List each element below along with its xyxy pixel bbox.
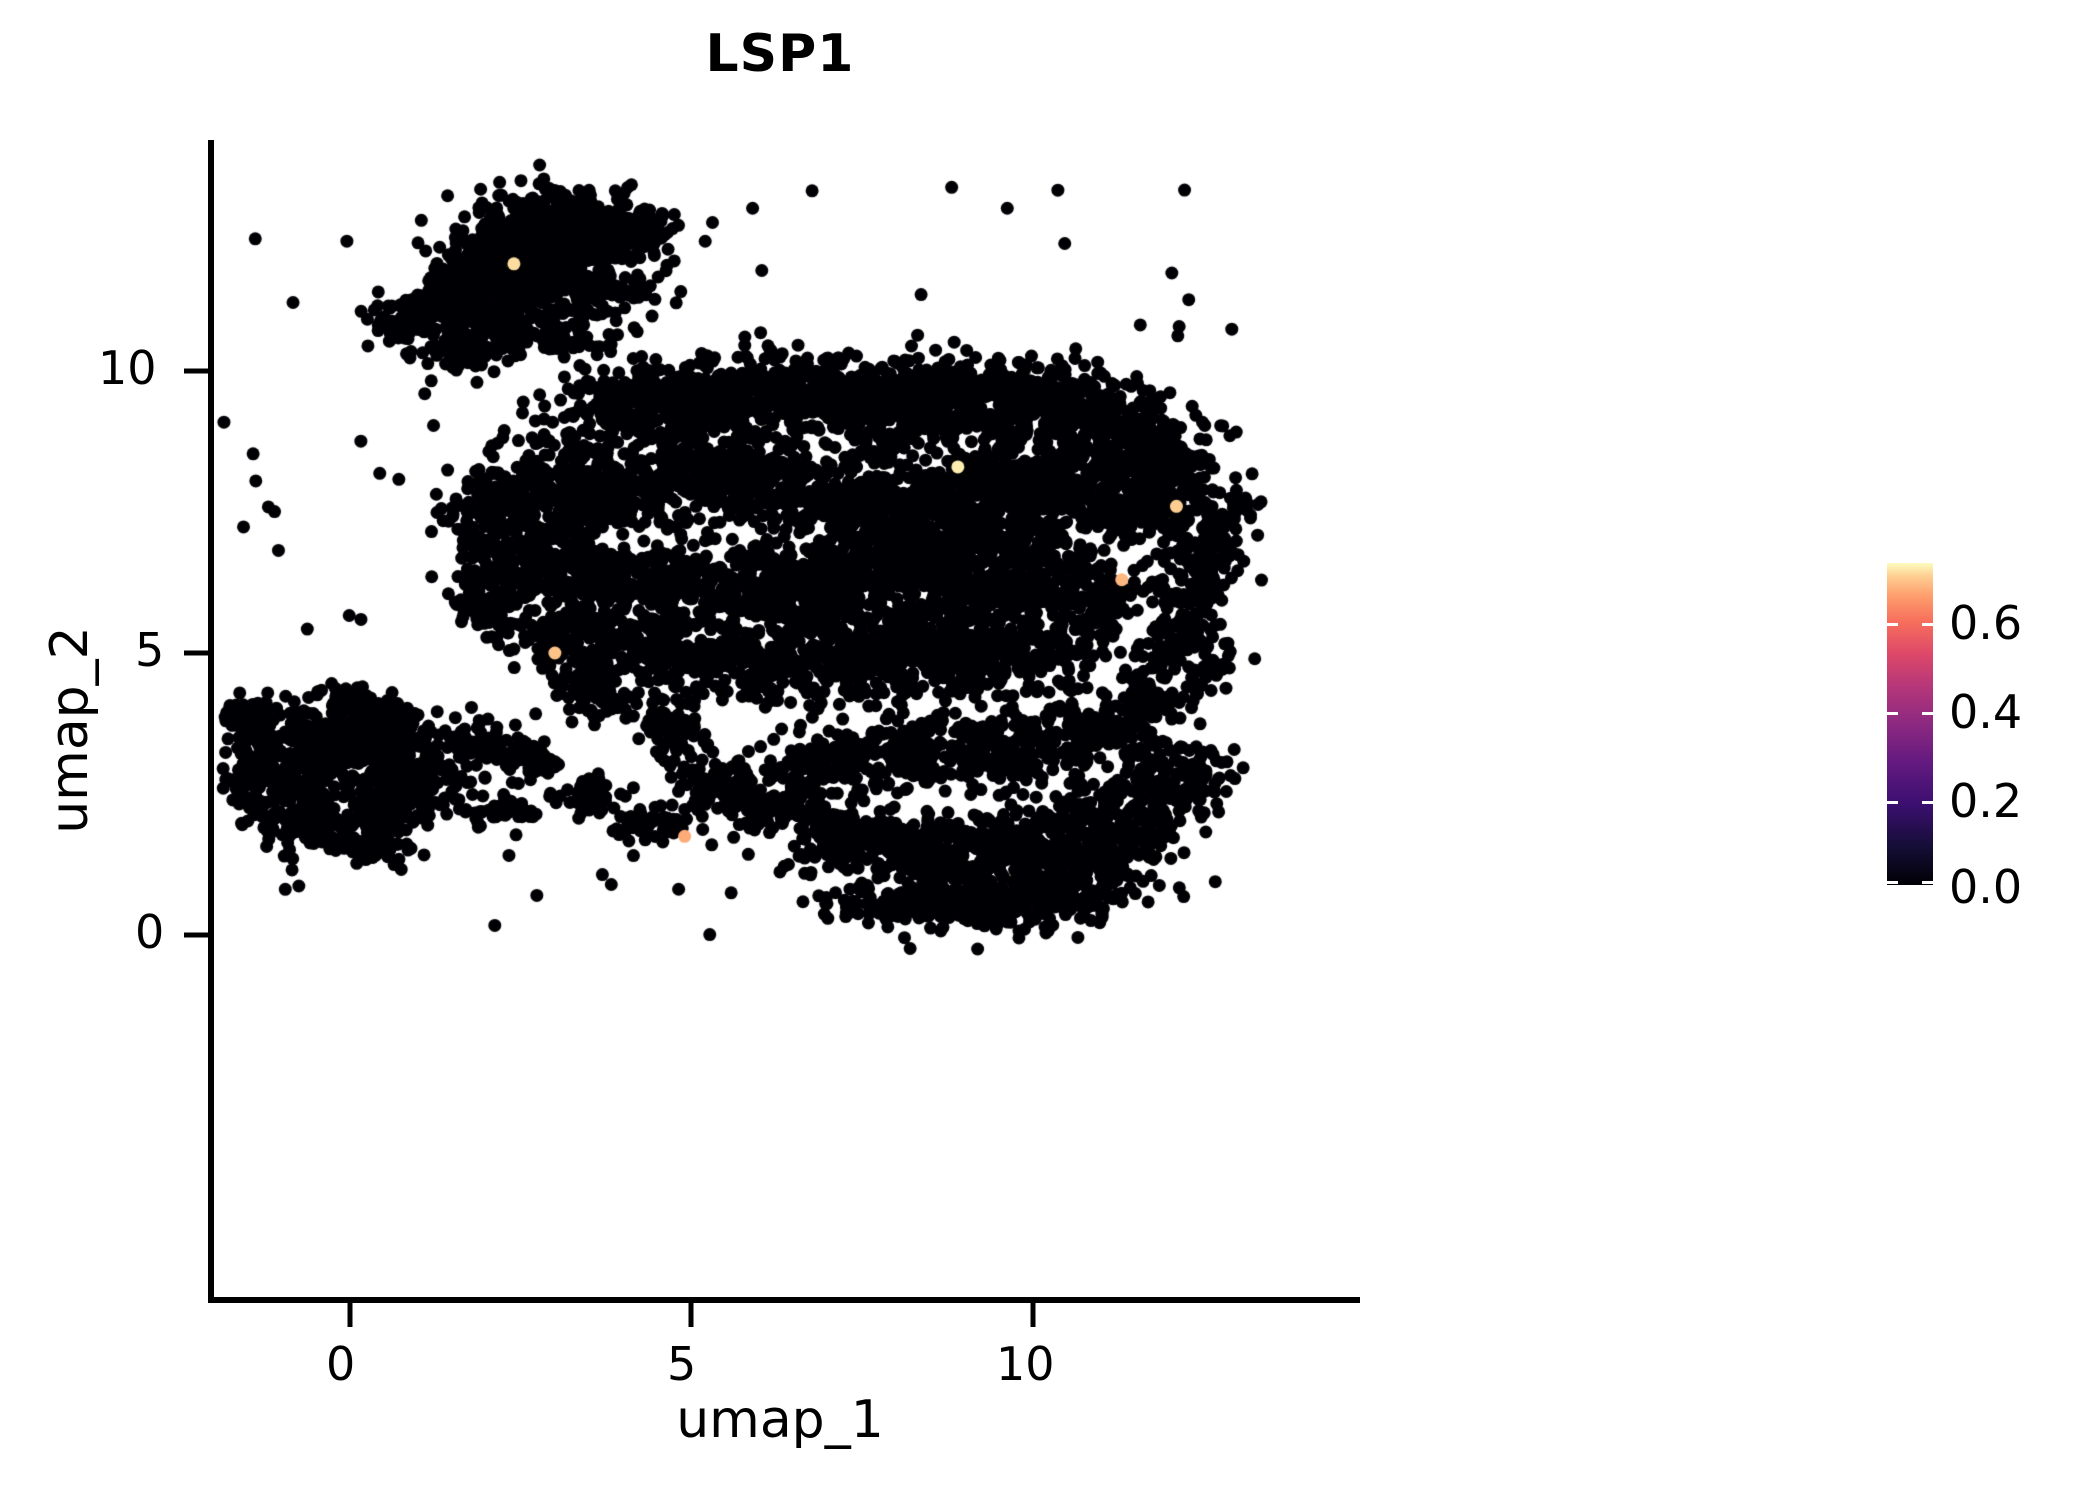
- colorbar-tick-0.6-right: [1922, 623, 1933, 626]
- colorbar-tick-0.4-left: [1887, 712, 1898, 715]
- x-tick-label-5: 5: [667, 1337, 697, 1391]
- x-tick-label-10: 10: [996, 1337, 1055, 1391]
- colorbar-tick-0.0-left: [1887, 881, 1898, 884]
- colorbar-gradient: [1887, 563, 1933, 885]
- colorbar: 0.6 0.4 0.2 0.0: [1887, 563, 2022, 914]
- colorbar-label-0.6: 0.6: [1949, 596, 2023, 650]
- colorbar-tick-0.2-right: [1922, 801, 1933, 804]
- x-tick-label-0: 0: [326, 1337, 356, 1391]
- colorbar-tick-0.4-right: [1922, 712, 1933, 715]
- x-axis-title: umap_1: [676, 1390, 884, 1450]
- y-tick-label-10: 10: [98, 341, 157, 395]
- colorbar-tick-0.6-left: [1887, 623, 1898, 626]
- y-tick-label-5: 5: [135, 623, 165, 677]
- y-tick-label-0: 0: [135, 905, 165, 959]
- colorbar-label-0.4: 0.4: [1949, 685, 2023, 739]
- colorbar-tick-0.0-right: [1922, 881, 1933, 884]
- y-axis-title: umap_2: [40, 626, 100, 834]
- colorbar-label-0.2: 0.2: [1949, 774, 2023, 828]
- colorbar-label-0.0: 0.0: [1949, 860, 2023, 914]
- colorbar-tick-0.2-left: [1887, 801, 1898, 804]
